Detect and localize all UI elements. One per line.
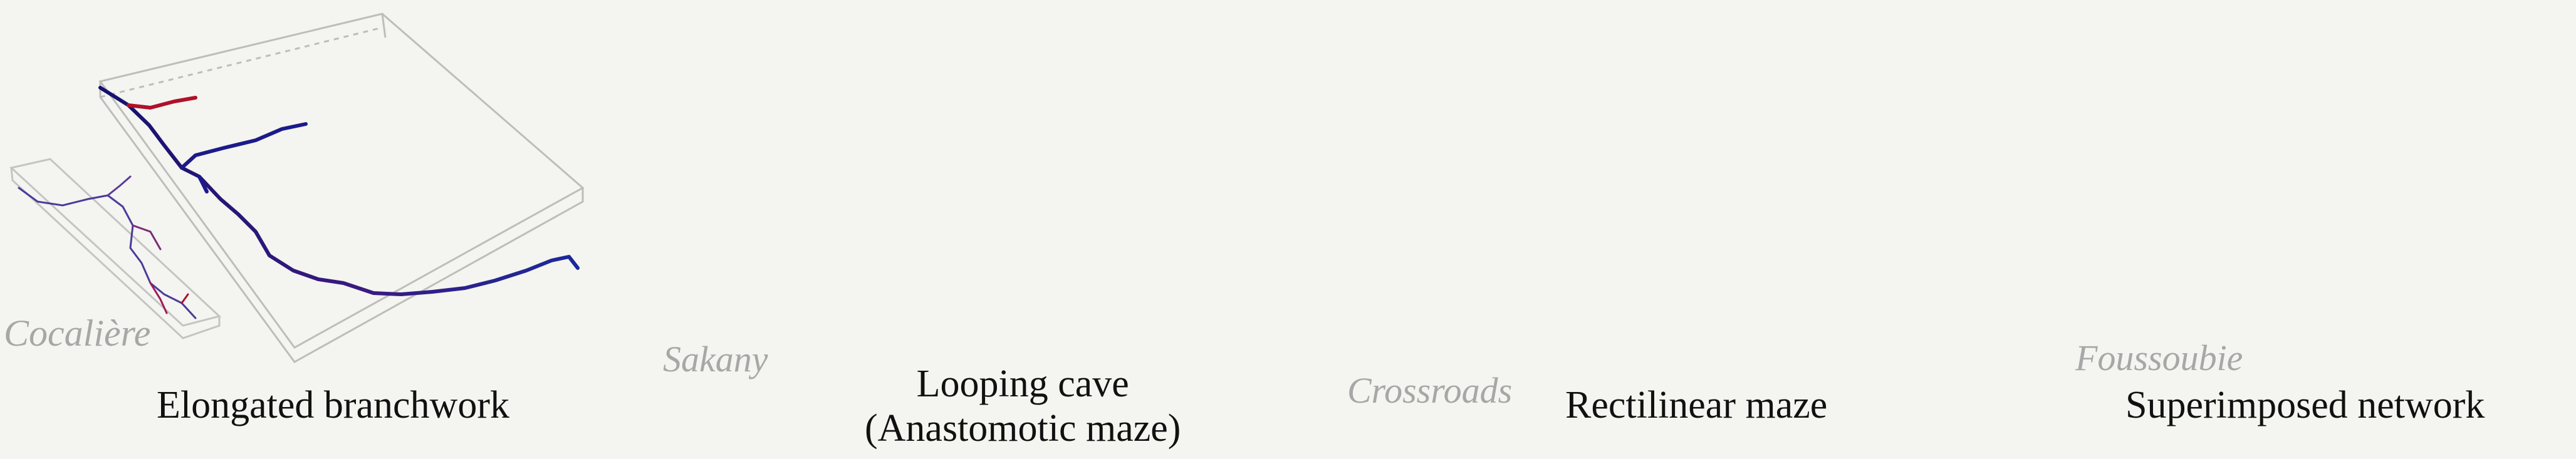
panel-elongated-branchwork xyxy=(9,13,585,363)
inset-bounding-box xyxy=(9,158,222,339)
cave-name-crossroads: Crossroads xyxy=(1347,370,1513,411)
bounding-box xyxy=(98,13,585,363)
inset-conduit-network xyxy=(18,175,197,319)
caption-superimposed-network: Superimposed network xyxy=(2125,384,2485,426)
cave-name-foussoubie: Foussoubie xyxy=(2075,338,2243,378)
conduit-network xyxy=(98,86,580,296)
caption-line-2: (Anastomotic maze) xyxy=(865,407,1181,450)
cave-name-cocaliere: Cocalière xyxy=(4,312,151,354)
caption-looping-cave: Looping cave (Anastomotic maze) xyxy=(865,362,1181,451)
caption-line-1: Looping cave xyxy=(916,363,1129,405)
cave-name-sakany: Sakany xyxy=(663,339,768,379)
caption-rectilinear-maze: Rectilinear maze xyxy=(1565,384,1828,426)
caption-elongated-branchwork: Elongated branchwork xyxy=(157,384,509,426)
